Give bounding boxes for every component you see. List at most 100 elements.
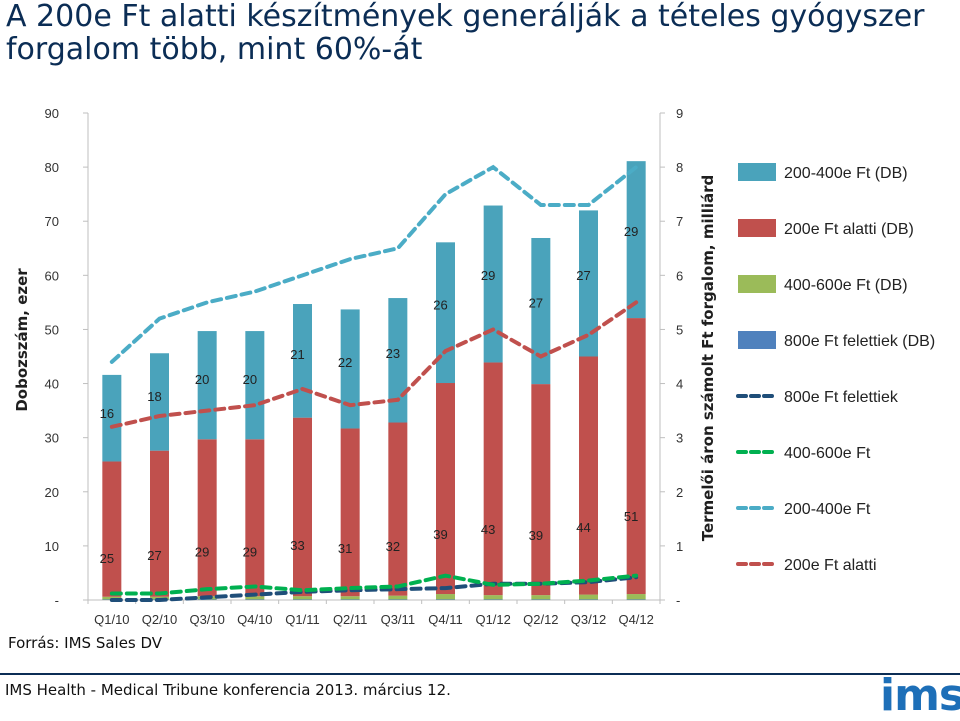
data-label: 39	[529, 528, 543, 543]
y-tick-label: 70	[45, 214, 59, 229]
bar-segment	[150, 353, 169, 451]
y-tick-label: 10	[45, 539, 59, 554]
data-labels-group: 25 16 27 18 29 20 29 20 33 21 31 22 32 23 39 26 43 29 39 27…	[100, 224, 639, 566]
bar-segment	[579, 210, 598, 357]
y-tick-label: 40	[45, 377, 59, 392]
bar-segment	[531, 384, 551, 596]
x-tick-label: Q3/12	[571, 612, 606, 627]
y2-tick-label: 2	[676, 485, 683, 500]
x-tick-label: Q4/10	[237, 612, 272, 627]
data-label: 29	[481, 268, 495, 283]
bar-segment	[483, 599, 503, 600]
bar-segment	[293, 596, 312, 600]
bar-segment	[483, 595, 503, 600]
legend-label: 200e Ft alatti	[784, 557, 877, 574]
data-label: 27	[529, 296, 543, 311]
data-label: 27	[147, 548, 161, 563]
bar-segment	[531, 237, 551, 385]
bar-segment	[245, 331, 265, 440]
bar-segment	[626, 318, 646, 595]
data-label: 18	[147, 389, 161, 404]
data-label: 22	[338, 355, 352, 370]
data-label: 21	[290, 347, 304, 362]
y2-tick-label: -	[676, 593, 680, 608]
bar-segment	[579, 594, 598, 600]
y2-tick-label: 7	[676, 214, 683, 229]
bar-segment	[579, 356, 598, 595]
legend-label: 400-600e Ft (DB)	[784, 277, 908, 294]
bar-segment	[388, 595, 408, 600]
bar-segment	[293, 417, 312, 597]
legend-swatch	[738, 219, 776, 237]
bar-segment	[579, 599, 598, 600]
bar-segment	[388, 422, 408, 596]
y-tick-label: 90	[45, 106, 59, 121]
series-line	[109, 300, 639, 429]
y2-tick-label: 3	[676, 431, 683, 446]
bar-segment	[436, 383, 455, 595]
data-label: 20	[195, 372, 209, 387]
bar-segment	[340, 599, 360, 600]
bar-segment	[626, 161, 646, 319]
bar-segment	[102, 461, 122, 597]
y2-tick-label: 5	[676, 322, 683, 337]
bar-segment	[626, 599, 646, 600]
series-line	[109, 164, 639, 364]
bar-segment	[245, 596, 265, 600]
x-tick-label: Q3/10	[189, 612, 224, 627]
data-label: 27	[576, 268, 590, 283]
bar-segment	[340, 596, 360, 600]
y2-tick-label: 4	[676, 377, 683, 392]
bar-segment	[245, 439, 265, 597]
x-tick-label: Q1/10	[94, 612, 129, 627]
data-label: 44	[576, 520, 590, 535]
data-label: 29	[243, 544, 257, 559]
bar-segment	[245, 599, 265, 600]
data-label: 16	[100, 406, 114, 421]
x-tick-label: Q2/11	[333, 612, 367, 627]
bar-segment	[436, 242, 455, 384]
legend: 200-400e Ft (DB) 200e Ft alatti (DB) 400-6…	[736, 163, 935, 574]
legend-label: 400-600e Ft	[784, 445, 871, 462]
legend-label: 200e Ft alatti (DB)	[784, 221, 914, 238]
data-label: 31	[338, 541, 352, 556]
y-axis-title: Dobozszám, ezer	[13, 268, 31, 412]
y2-tick-label: 8	[676, 160, 683, 175]
bar-segment	[626, 594, 646, 600]
data-label: 23	[386, 346, 400, 361]
bar-segment	[197, 599, 217, 600]
x-tick-label: Q1/12	[475, 612, 510, 627]
x-tick-label: Q2/10	[142, 612, 177, 627]
bar-segment	[531, 599, 551, 600]
bars-group	[102, 161, 646, 600]
bar-segment	[102, 374, 122, 462]
legend-swatch	[738, 331, 776, 349]
legend-label: 200-400e Ft (DB)	[784, 165, 908, 182]
y2-axis-title: Termelői áron számolt Ft forgalom, milli…	[699, 175, 717, 542]
y2-tick-label: 9	[676, 106, 683, 121]
x-tick-label: Q3/11	[381, 612, 415, 627]
data-label: 32	[386, 539, 400, 554]
legend-label: 800e Ft felettiek	[784, 389, 899, 406]
y2-tick-label: 1	[676, 539, 683, 554]
data-label: 39	[433, 527, 447, 542]
legend-label: 800e Ft felettiek (DB)	[784, 333, 935, 350]
y2-tick-label: 6	[676, 268, 683, 283]
bar-segment	[340, 428, 360, 597]
bar-segment	[436, 599, 455, 600]
x-tick-label: Q2/12	[523, 612, 558, 627]
data-label: 51	[624, 509, 638, 524]
legend-label: 200-400e Ft	[784, 501, 871, 518]
y-tick-label: 60	[45, 268, 59, 283]
source-note: Forrás: IMS Sales DV	[8, 634, 163, 652]
data-label: 26	[433, 298, 447, 313]
data-label: 29	[624, 224, 638, 239]
data-label: 29	[195, 544, 209, 559]
data-label: 25	[100, 551, 114, 566]
x-tick-label: Q4/11	[428, 612, 462, 627]
bar-segment	[150, 450, 169, 597]
legend-swatch	[738, 163, 776, 181]
bar-segment	[388, 599, 408, 600]
y-tick-label: 20	[45, 485, 59, 500]
y-tick-label: 30	[45, 431, 59, 446]
